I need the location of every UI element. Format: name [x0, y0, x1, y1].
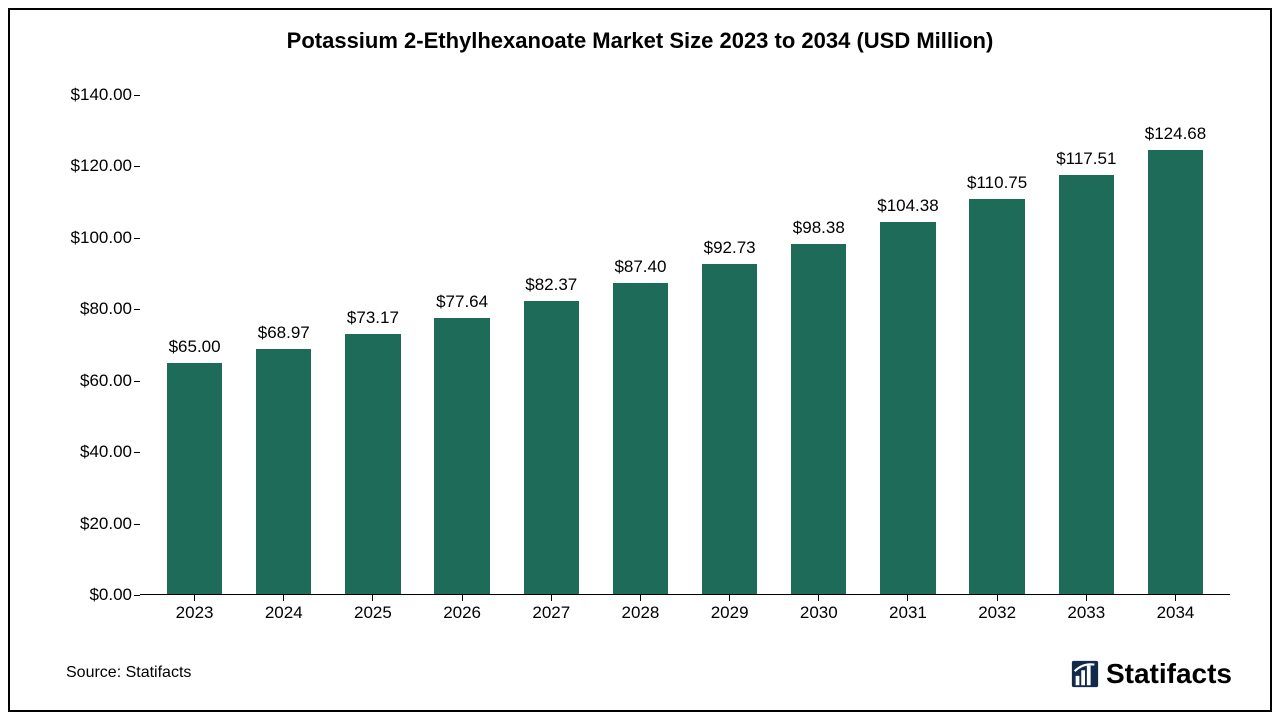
bar	[1148, 150, 1203, 595]
x-tick-line	[729, 595, 730, 601]
bar-slot: $68.97	[239, 95, 328, 595]
bar	[969, 199, 1024, 595]
bar-slot: $110.75	[953, 95, 1042, 595]
x-tick-line	[1175, 595, 1176, 601]
bar	[702, 264, 757, 595]
source-text: Source: Statifacts	[66, 664, 191, 682]
x-axis-label: 2027	[507, 603, 596, 623]
bar-value-label: $104.38	[877, 196, 938, 216]
bar-value-label: $82.37	[525, 275, 577, 295]
bar	[167, 363, 222, 595]
x-axis-label: 2026	[418, 603, 507, 623]
x-tick-line	[551, 595, 552, 601]
bar-slot: $87.40	[596, 95, 685, 595]
x-tick-line	[818, 595, 819, 601]
x-axis-label: 2032	[953, 603, 1042, 623]
bar-value-label: $65.00	[169, 337, 221, 357]
x-axis-label: 2023	[150, 603, 239, 623]
x-axis-label: 2030	[774, 603, 863, 623]
bar	[1059, 175, 1114, 595]
bar-slot: $77.64	[418, 95, 507, 595]
x-tick-marks	[140, 595, 1230, 601]
bar	[345, 334, 400, 595]
x-tick-line	[283, 595, 284, 601]
bar	[524, 301, 579, 595]
x-tick-line	[194, 595, 195, 601]
x-tick	[507, 595, 596, 601]
y-tick-label: $120.00	[71, 156, 132, 176]
brand-text: Statifacts	[1106, 658, 1232, 690]
x-tick	[1131, 595, 1220, 601]
x-tick	[1042, 595, 1131, 601]
x-tick-line	[907, 595, 908, 601]
x-tick	[596, 595, 685, 601]
y-tick-label: $60.00	[80, 371, 132, 391]
x-tick	[418, 595, 507, 601]
x-tick	[863, 595, 952, 601]
bar-value-label: $92.73	[704, 238, 756, 258]
x-tick-line	[462, 595, 463, 601]
bar-value-label: $87.40	[614, 257, 666, 277]
y-tick-label: $100.00	[71, 228, 132, 248]
y-tick-label: $0.00	[89, 585, 132, 605]
x-tick-line	[997, 595, 998, 601]
bars-container: $65.00 $68.97 $73.17 $77.64 $82.37 $87.40 $92.…	[140, 95, 1230, 595]
bar-value-label: $73.17	[347, 308, 399, 328]
bar	[880, 222, 935, 595]
bar-value-label: $117.51	[1056, 149, 1116, 169]
x-tick	[685, 595, 774, 601]
bar-slot: $124.68	[1131, 95, 1220, 595]
y-tick-label: $40.00	[80, 442, 132, 462]
y-tick-label: $80.00	[80, 299, 132, 319]
bar-slot: $92.73	[685, 95, 774, 595]
x-tick	[239, 595, 328, 601]
bar	[613, 283, 668, 595]
x-tick-line	[640, 595, 641, 601]
bar-value-label: $68.97	[258, 323, 310, 343]
brand-logo: Statifacts	[1070, 658, 1232, 690]
bar-slot: $98.38	[774, 95, 863, 595]
plot-area: $0.00$20.00$40.00$60.00$80.00$100.00$120…	[140, 95, 1230, 595]
x-tick	[150, 595, 239, 601]
bar-value-label: $110.75	[967, 173, 1027, 193]
x-axis-label: 2024	[239, 603, 328, 623]
bar-slot: $82.37	[507, 95, 596, 595]
bar	[434, 318, 489, 595]
statifacts-icon	[1070, 659, 1100, 689]
chart-frame: Potassium 2-Ethylhexanoate Market Size 2…	[8, 8, 1272, 712]
x-tick	[328, 595, 417, 601]
x-axis-label: 2031	[863, 603, 952, 623]
x-tick	[774, 595, 863, 601]
chart-title: Potassium 2-Ethylhexanoate Market Size 2…	[10, 28, 1270, 54]
x-axis-baseline	[140, 594, 1230, 595]
bar-slot: $104.38	[863, 95, 952, 595]
y-tick-label: $140.00	[71, 85, 132, 105]
x-tick	[953, 595, 1042, 601]
bar	[791, 244, 846, 595]
x-axis-labels: 2023202420252026202720282029203020312032…	[140, 603, 1230, 623]
y-tick-label: $20.00	[80, 514, 132, 534]
bar-value-label: $98.38	[793, 218, 845, 238]
x-axis-label: 2034	[1131, 603, 1220, 623]
bar-value-label: $124.68	[1145, 124, 1206, 144]
x-tick-line	[1086, 595, 1087, 601]
x-axis-label: 2029	[685, 603, 774, 623]
bar-value-label: $77.64	[436, 292, 488, 312]
bar-slot: $117.51	[1042, 95, 1131, 595]
x-tick-line	[372, 595, 373, 601]
bar	[256, 349, 311, 595]
bar-slot: $65.00	[150, 95, 239, 595]
bar-slot: $73.17	[328, 95, 417, 595]
x-axis-label: 2028	[596, 603, 685, 623]
x-axis-label: 2033	[1042, 603, 1131, 623]
x-axis-label: 2025	[328, 603, 417, 623]
